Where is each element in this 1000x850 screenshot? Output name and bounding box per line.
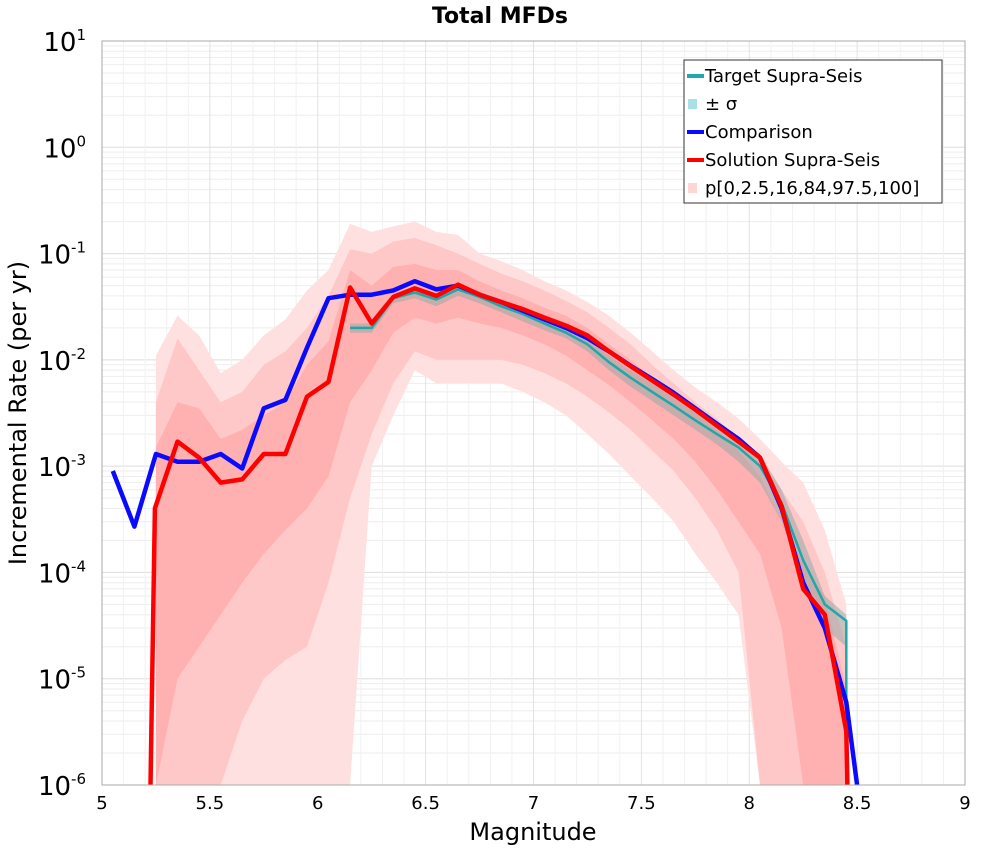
legend-label: Comparison: [705, 122, 813, 143]
y-axis-label: Incremental Rate (per yr): [4, 261, 32, 565]
x-tick-label: 5.5: [196, 793, 225, 814]
y-tick-label: 100: [43, 132, 86, 164]
legend-label: ± σ: [705, 94, 737, 115]
y-tick-label: 10-4: [38, 557, 86, 589]
y-tick-label: 10-2: [38, 345, 86, 377]
series-lines: [110, 278, 860, 786]
legend-label: p[0,2.5,16,84,97.5,100]: [705, 178, 919, 199]
x-axis-ticks: 5 5.5 6 6.5 7 7.5 8 8.5 9: [96, 793, 970, 814]
y-tick-label: 10-1: [38, 239, 86, 271]
x-axis-label: Magnitude: [469, 818, 596, 846]
percentile-band-p16-p84: [155, 263, 847, 785]
legend-swatch: [688, 183, 697, 193]
series-line-solution-supra-seis: [148, 282, 850, 786]
chart-title: Total MFDs: [432, 4, 568, 29]
sigma-band: [350, 283, 847, 647]
legend-swatch: [688, 99, 697, 109]
x-tick-label: 8: [744, 793, 755, 814]
sigma-band-area: [350, 283, 847, 647]
y-axis-ticks: 101 100 10-1 10-2 10-3 10-4 10-5 10-6: [38, 26, 86, 802]
y-tick-label: 101: [43, 26, 86, 58]
plot-frame: [101, 40, 966, 786]
y-tick-label: 10-3: [38, 451, 86, 483]
x-tick-label: 9: [959, 793, 970, 814]
x-tick-label: 5: [96, 793, 107, 814]
legend-label: Solution Supra-Seis: [705, 150, 880, 171]
legend: Target Supra-Seis ± σ Comparison Solution S…: [683, 59, 943, 204]
legend-box: [683, 59, 943, 204]
legend-label: Target Supra-Seis: [704, 66, 862, 87]
y-tick-label: 10-5: [38, 664, 86, 696]
x-tick-label: 7.5: [627, 793, 656, 814]
x-tick-label: 6.5: [411, 793, 440, 814]
y-tick-label: 10-6: [38, 770, 86, 802]
x-tick-label: 8.5: [843, 793, 872, 814]
x-tick-label: 7: [528, 793, 539, 814]
x-tick-label: 6: [312, 793, 323, 814]
